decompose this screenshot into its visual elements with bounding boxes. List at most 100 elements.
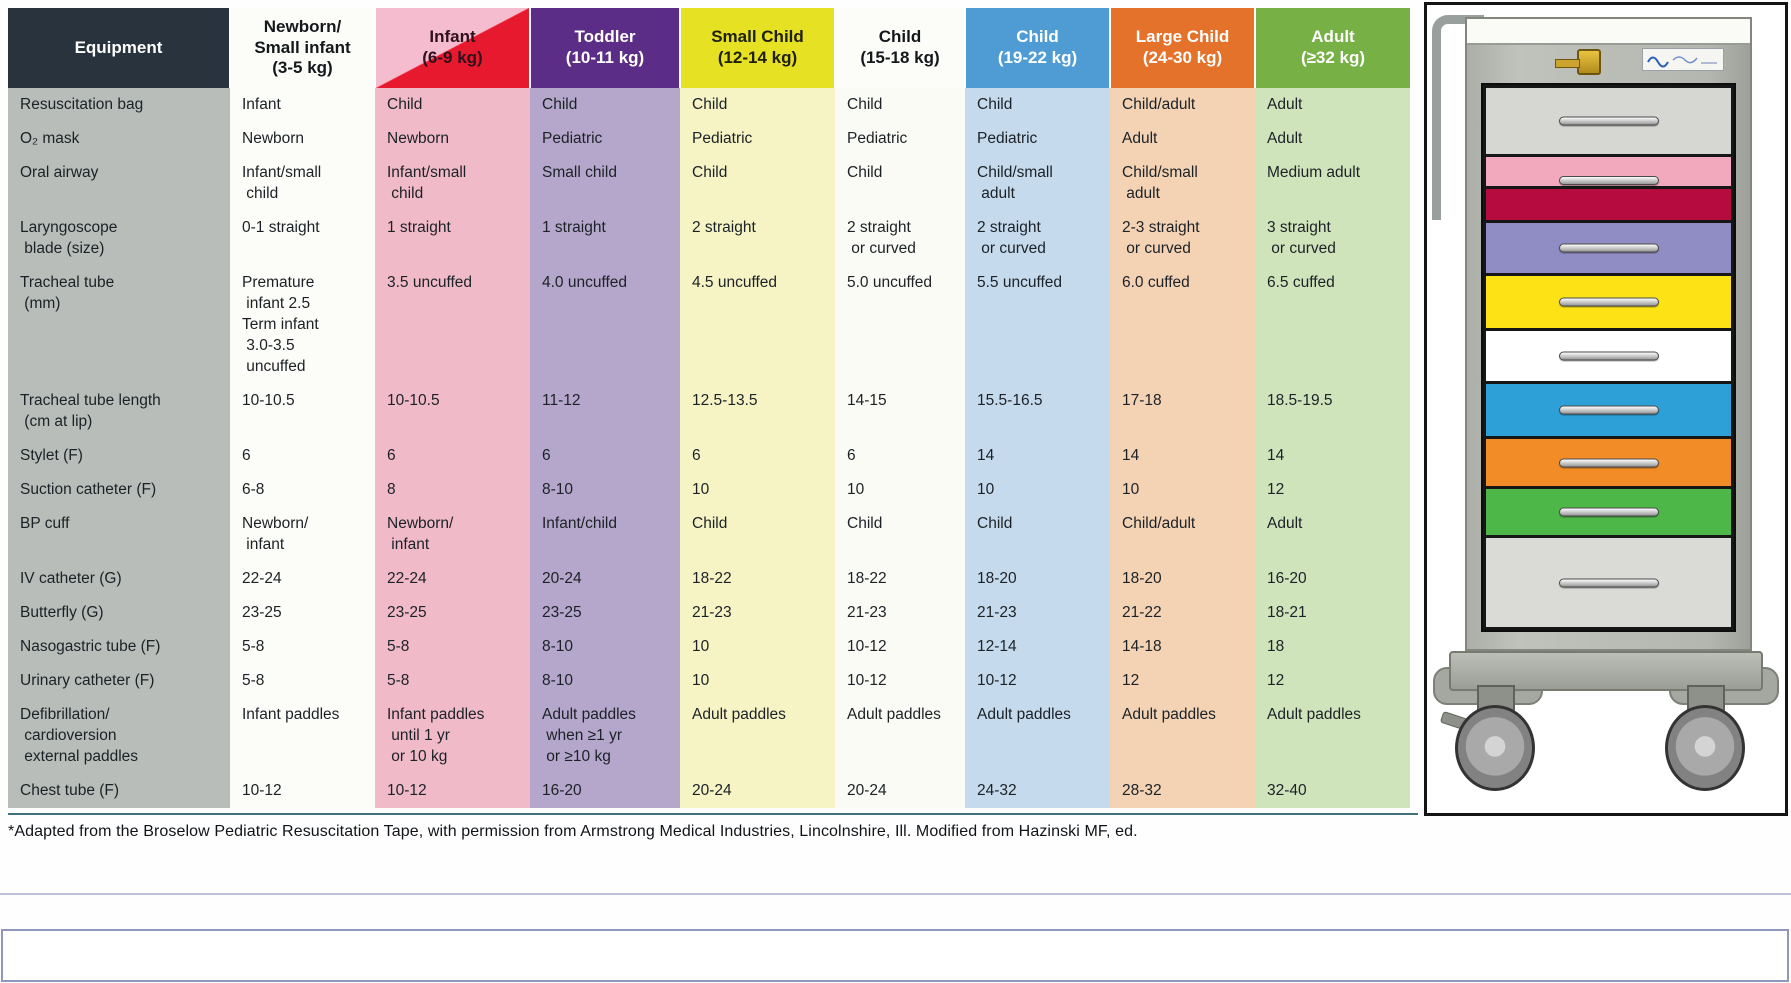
equipment-table: Equipment Newborn/ Small infant (3-5 kg) I… bbox=[8, 8, 1410, 808]
value-cell: 23-25 bbox=[230, 596, 375, 630]
value-cell: 18.5-19.5 bbox=[1255, 384, 1410, 439]
value-cell: Premature infant 2.5 Term infant 3.0-3.5… bbox=[230, 266, 375, 384]
table-row: Butterfly (G) 23-25 23-25 23-25 21-23 21-23 21… bbox=[8, 596, 1410, 630]
table-row: Stylet (F) 6 6 6 6 6 14 14 14 bbox=[8, 439, 1410, 473]
equipment-label: Laryngoscope blade (size) bbox=[8, 211, 230, 266]
cart-top bbox=[1467, 19, 1750, 45]
value-cell: 10 bbox=[680, 630, 835, 664]
value-cell: Child/adult bbox=[1110, 88, 1255, 122]
value-cell: Child bbox=[835, 88, 965, 122]
value-cell: Adult bbox=[1255, 507, 1410, 562]
value-cell: 22-24 bbox=[230, 562, 375, 596]
equipment-label: Tracheal tube (mm) bbox=[8, 266, 230, 384]
drawer-pink bbox=[1486, 157, 1731, 186]
value-cell: Infant bbox=[230, 88, 375, 122]
value-cell: Infant/small child bbox=[375, 156, 530, 211]
drawer-crimson bbox=[1486, 189, 1731, 220]
value-cell: Small child bbox=[530, 156, 680, 211]
column-header-5: Child (15-18 kg) bbox=[834, 8, 965, 88]
value-cell: 21-23 bbox=[965, 596, 1110, 630]
value-cell: Pediatric bbox=[835, 122, 965, 156]
value-cell: 24-32 bbox=[965, 774, 1110, 808]
value-cell: 6 bbox=[680, 439, 835, 473]
equipment-label: Nasogastric tube (F) bbox=[8, 630, 230, 664]
value-cell: Child/small adult bbox=[965, 156, 1110, 211]
equipment-label: Stylet (F) bbox=[8, 439, 230, 473]
table-row: O₂ mask Newborn Newborn Pediatric Pediatric P… bbox=[8, 122, 1410, 156]
value-cell: 10-12 bbox=[230, 774, 375, 808]
value-cell: Infant/small child bbox=[230, 156, 375, 211]
value-cell: Newborn/ infant bbox=[375, 507, 530, 562]
value-cell: 14-18 bbox=[1110, 630, 1255, 664]
value-cell: 6 bbox=[375, 439, 530, 473]
value-cell: Child bbox=[680, 507, 835, 562]
equipment-label: Defibrillation/ cardioversion external p… bbox=[8, 698, 230, 774]
value-cell: 1 straight bbox=[375, 211, 530, 266]
value-cell: Child/adult bbox=[1110, 507, 1255, 562]
cart-brand-label bbox=[1642, 48, 1724, 71]
drawer-gray-top bbox=[1486, 88, 1731, 154]
value-cell: 1 straight bbox=[530, 211, 680, 266]
value-cell: Infant paddles until 1 yr or 10 kg bbox=[375, 698, 530, 774]
value-cell: 8-10 bbox=[530, 664, 680, 698]
value-cell: 32-40 bbox=[1255, 774, 1410, 808]
value-cell: Adult bbox=[1255, 122, 1410, 156]
value-cell: 6.5 cuffed bbox=[1255, 266, 1410, 384]
value-cell: 21-22 bbox=[1110, 596, 1255, 630]
value-cell: 14 bbox=[1255, 439, 1410, 473]
value-cell: 10-12 bbox=[835, 664, 965, 698]
value-cell: 10 bbox=[680, 664, 835, 698]
cart-body bbox=[1465, 17, 1752, 651]
divider-line bbox=[0, 893, 1791, 895]
value-cell: Adult paddles when ≥1 yr or ≥10 kg bbox=[530, 698, 680, 774]
value-cell: 10 bbox=[835, 473, 965, 507]
value-cell: 21-23 bbox=[835, 596, 965, 630]
value-cell: 16-20 bbox=[530, 774, 680, 808]
value-cell: Child bbox=[835, 156, 965, 211]
value-cell: 5.5 uncuffed bbox=[965, 266, 1110, 384]
value-cell: 16-20 bbox=[1255, 562, 1410, 596]
value-cell: 12 bbox=[1255, 664, 1410, 698]
drawer-blue bbox=[1486, 384, 1731, 436]
table-row: Resuscitation bag Infant Child Child Child Ch… bbox=[8, 88, 1410, 122]
value-cell: 8-10 bbox=[530, 473, 680, 507]
cart-push-handle bbox=[1432, 15, 1484, 220]
footnote: *Adapted from the Broselow Pediatric Res… bbox=[8, 813, 1418, 841]
drawer-handle bbox=[1558, 351, 1659, 361]
value-cell: 12 bbox=[1110, 664, 1255, 698]
value-cell: 2 straight or curved bbox=[965, 211, 1110, 266]
drawer-handle bbox=[1558, 116, 1659, 126]
value-cell: 18-22 bbox=[680, 562, 835, 596]
value-cell: 12 bbox=[1255, 473, 1410, 507]
equipment-label: BP cuff bbox=[8, 507, 230, 562]
equipment-label: Chest tube (F) bbox=[8, 774, 230, 808]
drawer-stack bbox=[1481, 83, 1736, 632]
equipment-label: Butterfly (G) bbox=[8, 596, 230, 630]
value-cell: 10 bbox=[1110, 473, 1255, 507]
value-cell: Adult bbox=[1110, 122, 1255, 156]
cart-caster-right bbox=[1663, 685, 1749, 795]
drawer-purple bbox=[1486, 223, 1731, 273]
value-cell: 11-12 bbox=[530, 384, 680, 439]
table-row: Tracheal tube (mm) Premature infant 2.5 T… bbox=[8, 266, 1410, 384]
value-cell: 14 bbox=[965, 439, 1110, 473]
value-cell: 0-1 straight bbox=[230, 211, 375, 266]
value-cell: Child bbox=[680, 156, 835, 211]
column-header-6: Child (19-22 kg) bbox=[964, 8, 1110, 88]
value-cell: Adult paddles bbox=[680, 698, 835, 774]
value-cell: 20-24 bbox=[530, 562, 680, 596]
label-scribble-icon bbox=[1647, 56, 1717, 68]
value-cell: Child bbox=[965, 88, 1110, 122]
column-header-1: Newborn/ Small infant (3-5 kg) bbox=[229, 8, 375, 88]
value-cell: Child bbox=[965, 507, 1110, 562]
table-header: Equipment Newborn/ Small infant (3-5 kg) I… bbox=[8, 8, 1410, 88]
equipment-label: Suction catheter (F) bbox=[8, 473, 230, 507]
value-cell: 15.5-16.5 bbox=[965, 384, 1110, 439]
value-cell: 21-23 bbox=[680, 596, 835, 630]
value-cell: Adult paddles bbox=[835, 698, 965, 774]
value-cell: 10 bbox=[965, 473, 1110, 507]
value-cell: Pediatric bbox=[965, 122, 1110, 156]
value-cell: 18 bbox=[1255, 630, 1410, 664]
value-cell: 6 bbox=[230, 439, 375, 473]
